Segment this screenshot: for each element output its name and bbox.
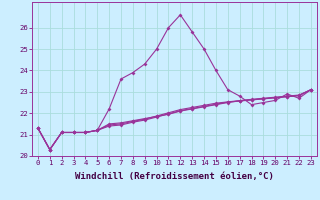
- X-axis label: Windchill (Refroidissement éolien,°C): Windchill (Refroidissement éolien,°C): [75, 172, 274, 181]
